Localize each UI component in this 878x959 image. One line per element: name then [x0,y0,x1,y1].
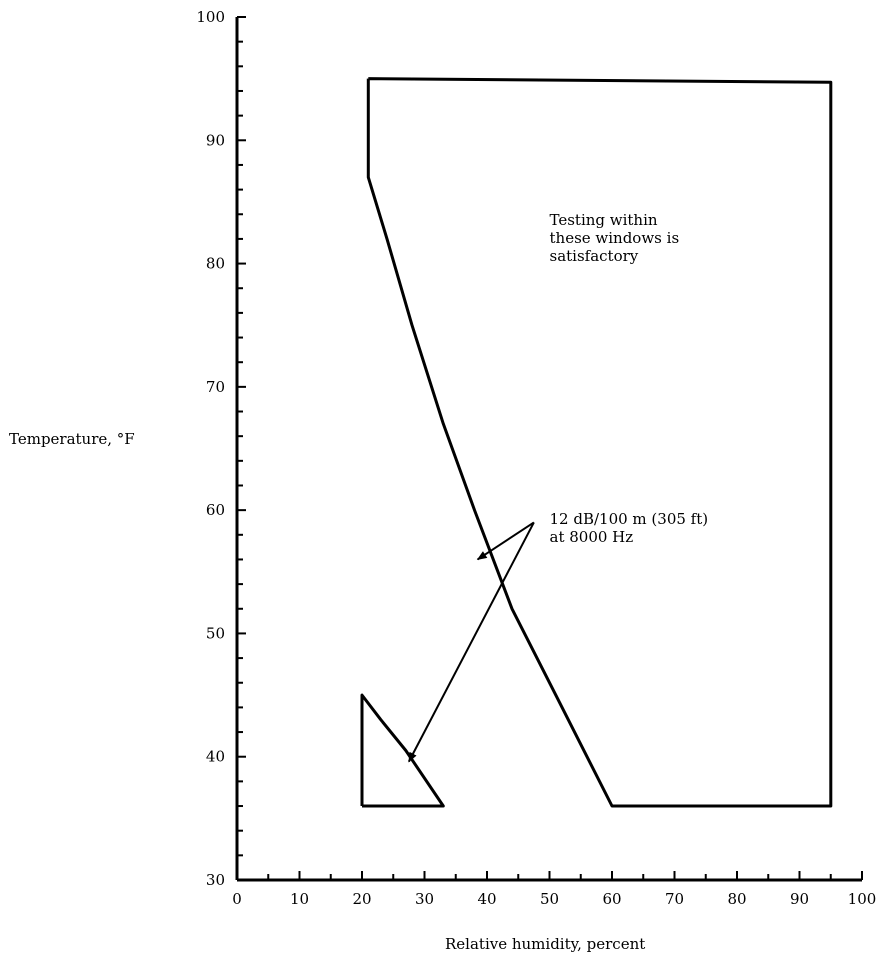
annotation-arrow [409,522,534,761]
x-tick-label: 80 [727,890,746,908]
y-tick-label: 30 [206,871,225,889]
y-tick-label: 60 [206,501,225,519]
x-tick-label: 0 [232,890,242,908]
annotation-satisfactory: Testing within these windows is satisfacto… [550,211,680,265]
plot-series [362,79,831,806]
annotation-attenuation: 12 dB/100 m (305 ft) at 8000 Hz [550,510,709,546]
y-axis-ticks: 30 40 50 60 70 80 90 100 [196,8,246,889]
annotation-arrows [409,522,534,761]
large-window-boundary [368,79,831,806]
y-tick-label: 90 [206,131,225,149]
x-tick-label: 10 [290,890,309,908]
x-axis-title: Relative humidity, percent [445,935,645,953]
x-tick-label: 70 [665,890,684,908]
annotation-line: these windows is [550,229,680,247]
annotation-line: at 8000 Hz [550,528,709,546]
x-tick-label: 50 [540,890,559,908]
x-tick-label: 40 [477,890,496,908]
small-window-boundary [362,695,443,806]
annotation-line: satisfactory [550,247,680,265]
y-tick-label: 100 [196,8,225,26]
y-tick-label: 40 [206,748,225,766]
x-tick-label: 100 [848,890,877,908]
x-tick-label: 30 [415,890,434,908]
x-tick-label: 90 [790,890,809,908]
y-axis-title: Temperature, °F [9,430,135,448]
x-axis-ticks: 0 10 20 30 40 50 60 70 80 90 100 [232,871,876,908]
annotation-line: 12 dB/100 m (305 ft) [550,510,709,528]
x-tick-label: 60 [602,890,621,908]
y-tick-label: 70 [206,378,225,396]
y-tick-label: 80 [206,255,225,273]
annotation-line: Testing within [550,211,680,229]
x-tick-label: 20 [352,890,371,908]
y-tick-label: 50 [206,624,225,642]
